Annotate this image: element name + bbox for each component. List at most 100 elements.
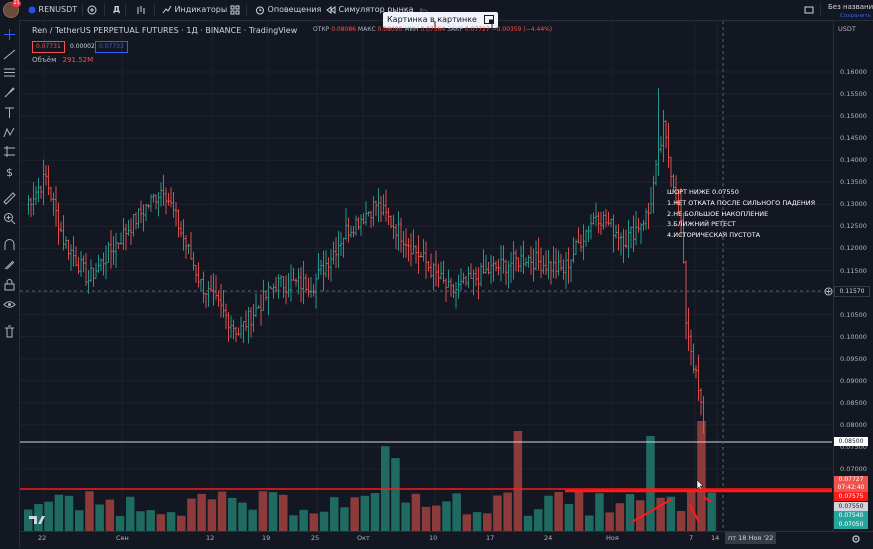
symbol-search[interactable]: RENUSDT <box>28 0 77 20</box>
chart-title: Ren / TetherUS PERPETUAL FUTURES · 1Д · … <box>32 26 298 35</box>
indicators-label: Индикаторы <box>174 5 228 14</box>
volume-bar <box>197 493 206 531</box>
bar-countdown: 07:42:40 <box>837 484 865 491</box>
volume-bar <box>228 497 237 531</box>
time-axis[interactable] <box>20 531 873 549</box>
volume-bar <box>34 504 43 531</box>
volume-bar <box>523 515 533 531</box>
time-tick-label: 19 <box>262 534 271 542</box>
notification-badge: 11 <box>12 0 21 7</box>
layout-icon[interactable] <box>804 0 814 20</box>
volume-label: Объём <box>32 56 57 64</box>
close-label: ЗАКР <box>447 26 463 33</box>
ruler-icon[interactable] <box>3 192 16 205</box>
pattern-icon[interactable] <box>3 126 16 139</box>
buy-button[interactable]: 0.07733 <box>95 41 128 53</box>
replay-button[interactable]: Симулятор рынка <box>326 0 414 20</box>
price-tick-label: 0.14000 <box>840 156 867 165</box>
change-value: −0.00359 (−4.44%) <box>491 26 553 33</box>
price-tick-label: 0.09000 <box>840 376 867 385</box>
divider <box>104 4 105 16</box>
dollar-icon[interactable]: $ <box>3 165 16 178</box>
alerts-button[interactable]: Оповещения <box>255 0 321 20</box>
time-tick-label: 12 <box>206 534 215 542</box>
eye-icon[interactable] <box>3 298 16 311</box>
brush-icon[interactable] <box>3 86 16 99</box>
templates-icon[interactable] <box>230 0 240 20</box>
chart-type-icon[interactable] <box>136 0 146 20</box>
time-tick-label: Ноя <box>606 534 619 542</box>
price-label-2: 0.07050 <box>834 520 868 529</box>
zoom-in-icon[interactable] <box>3 212 16 225</box>
divider <box>154 4 155 16</box>
last-price-value: 0.07727 <box>838 476 864 483</box>
time-tick-label: 25 <box>311 534 320 542</box>
price-chart[interactable] <box>20 21 832 531</box>
volume-bar <box>697 421 706 531</box>
volume-bar <box>391 458 400 531</box>
high-value: 0.08090 <box>377 26 403 33</box>
volume-bar <box>105 499 115 531</box>
layout-save-status[interactable]: Сохранить <box>840 13 871 19</box>
time-tick-label: 10 <box>429 534 438 542</box>
trend-line-icon[interactable] <box>3 48 16 61</box>
volume-bar <box>258 491 268 531</box>
annotation-line: 4.ИСТОРИЧЕСКАЯ ПУСТОТА <box>667 231 761 239</box>
crosshair-price-value: 0.11570 <box>839 288 865 295</box>
price-tick-label: 0.10500 <box>840 310 867 319</box>
trash-icon[interactable] <box>3 325 16 338</box>
volume-bar <box>248 509 257 531</box>
red-arrow <box>702 496 713 503</box>
price-tick-label: 0.09500 <box>840 354 867 363</box>
annotation-line: 1.НЕТ ОТКАТА ПОСЛЕ СИЛЬНОГО ПАДЕНИЯ <box>667 199 816 207</box>
volume-bar <box>44 501 53 531</box>
ren-logo-icon <box>28 6 36 13</box>
lock-icon[interactable] <box>3 278 16 291</box>
top-toolbar: 11 RENUSDT Д Индикаторы Оповещения Симул… <box>0 0 873 21</box>
tradingview-logo-icon <box>29 516 45 524</box>
volume-bar <box>636 500 645 531</box>
volume-bar <box>687 491 696 531</box>
last-price-label: 0.07727 07:42:40 <box>834 476 868 492</box>
lock-drawing-icon[interactable] <box>3 258 16 271</box>
horizontal-lines-icon[interactable] <box>3 66 16 79</box>
volume-bar <box>115 515 125 531</box>
crosshair-icon[interactable] <box>3 28 16 41</box>
ohlc-legend: ОТКР 0.08086 МАКС 0.08090 МИН 0.07564 ЗА… <box>313 26 552 33</box>
price-tick-label: 0.12000 <box>840 244 867 253</box>
add-alert-icon[interactable] <box>824 287 833 296</box>
price-tick-label: 0.15500 <box>840 90 867 99</box>
price-axis[interactable] <box>833 21 873 531</box>
volume-bar <box>360 495 370 531</box>
volume-bar <box>401 502 410 531</box>
pip-tooltip-label: Картинка в картинке <box>387 15 477 24</box>
high-label: МАКС <box>357 26 376 33</box>
chart-grid <box>20 21 832 531</box>
volume-bar <box>330 497 339 531</box>
volume-bar <box>656 497 665 531</box>
volume-bar <box>238 502 247 531</box>
alarm-clock-icon <box>256 6 264 14</box>
annotation-line: ШОРТ НИЖЕ 0.07550 <box>667 188 739 196</box>
time-tick-label: 7 <box>689 534 694 542</box>
settings-gear-icon[interactable] <box>851 534 861 544</box>
layout-name[interactable]: Без названия <box>828 3 873 11</box>
text-icon[interactable] <box>3 106 16 119</box>
symbol-label: RENUSDT <box>38 5 78 14</box>
compare-add-icon[interactable] <box>87 0 97 20</box>
annotation-line: 3.БЛИЖНИЙ РЕТЕСТ <box>667 220 736 228</box>
time-tick-label: 22 <box>38 534 47 542</box>
volume-bar <box>625 493 635 531</box>
volume-bar <box>676 511 686 531</box>
indicators-button[interactable]: Индикаторы <box>162 0 227 20</box>
volume-bar <box>146 510 155 531</box>
volume-bar <box>432 505 441 531</box>
volume-bar <box>544 495 553 531</box>
sell-button[interactable]: 0.07731 <box>32 41 65 53</box>
interval-button[interactable]: Д <box>113 5 121 14</box>
currency-label[interactable]: USDT <box>838 25 856 33</box>
volume-bar <box>452 493 461 531</box>
prediction-icon[interactable] <box>3 145 16 158</box>
picture-in-picture-icon[interactable] <box>483 15 494 24</box>
magnet-icon[interactable] <box>3 238 16 251</box>
